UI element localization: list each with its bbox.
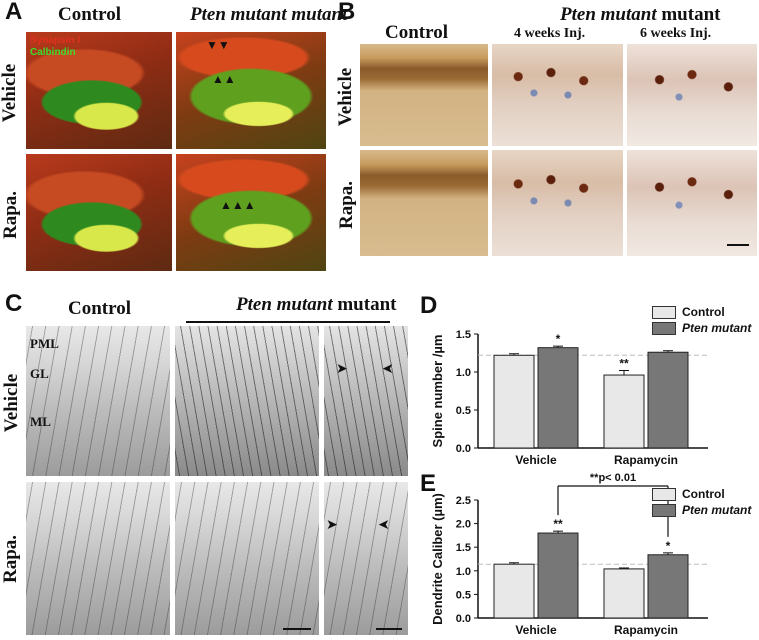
y-tick-label: 0.5	[456, 405, 471, 417]
significance-mark: **	[619, 356, 629, 370]
arrowhead-icon: ➤	[326, 516, 338, 532]
bar-pten-mutant	[647, 351, 689, 449]
panel-a-vehicle-pten-image: ▼▼ ▲▲	[176, 32, 326, 149]
bar-pten-mutant	[537, 347, 579, 449]
y-tick-label: 1.0	[456, 367, 471, 379]
calbindin-label: Calbindin	[30, 47, 76, 58]
panel-a-header-pten: Pten mutant mutant	[190, 4, 348, 25]
bracket-label: **p< 0.01	[590, 472, 636, 484]
legend-swatch-pten	[652, 321, 676, 335]
legend-label-control: Control	[682, 305, 725, 319]
bar-control	[493, 563, 535, 619]
panel-a-vehicle-control-image: Synapsin I Calbindin	[26, 32, 172, 149]
arrowhead-icon: ▲▲	[212, 72, 236, 86]
panel-b-rapa-control-image	[360, 150, 488, 256]
panel-c-rapa-pten-zoom-image: ➤ ➤	[324, 482, 408, 635]
arrowhead-icon: ▲▲▲	[220, 198, 256, 212]
panel-c-vehicle-pten-zoom-image: ➤ ➤	[324, 326, 408, 476]
y-tick-label: 2.5	[456, 495, 471, 507]
panel-e-chart: 0.0 0.5 1.0 1.5 2.0 2.5 Dendrite Caliber (µm) *…	[430, 472, 708, 637]
panel-b-vehicle-6wk-image	[627, 44, 757, 146]
panel-a-rapa-pten-image: ▲▲▲	[176, 154, 326, 271]
panel-b-subheader-6wk: 6 weeks Inj.	[640, 26, 712, 41]
arrowhead-icon: ➤	[336, 360, 348, 376]
panel-d-chart: 0.0 0.5 1.0 1.5 Spine number /µm * Vehicle ** Ra…	[430, 329, 708, 467]
panel-c-rapa-control-image	[26, 482, 170, 635]
scale-bar	[376, 628, 402, 630]
panel-b-row-rapa: Rapa.	[336, 180, 357, 230]
panel-b-vehicle-control-image	[360, 44, 488, 146]
legend-label-pten: Pten mutant	[682, 321, 752, 335]
panel-c-header-control: Control	[68, 298, 131, 319]
panel-c-row-rapa: Rapa.	[0, 534, 21, 584]
panel-a-label: A	[5, 0, 23, 25]
y-tick-label: 1.0	[456, 566, 471, 578]
pten-header-underline	[186, 321, 390, 323]
y-axis-label: Spine number /µm	[430, 335, 445, 448]
panel-b-header-pten: Pten mutant mutant	[560, 4, 721, 25]
legend-swatch-pten	[652, 503, 676, 517]
scale-bar	[727, 244, 749, 246]
synapsin-label: Synapsin I	[30, 35, 81, 46]
x-tick-label: Rapamycin	[614, 623, 678, 637]
bar-control	[603, 374, 645, 449]
panel-a-row-vehicle: Vehicle	[0, 63, 20, 123]
panel-a-rapa-control-image	[26, 154, 172, 271]
panel-b-row-vehicle: Vehicle	[335, 67, 356, 127]
panel-d-label: D	[420, 292, 438, 319]
bar-pten-mutant	[537, 532, 579, 619]
arrowhead-icon: ▼▼	[206, 38, 230, 52]
panel-a-row-rapa: Rapa.	[0, 190, 21, 240]
legend-label-pten: Pten mutant	[682, 503, 752, 517]
significance-mark: **	[553, 517, 563, 531]
layer-label-gl: GL	[30, 366, 49, 381]
panel-e-label: E	[420, 470, 437, 497]
panel-b-vehicle-4wk-image	[492, 44, 623, 146]
panel-c-vehicle-control-image: PML GL ML	[26, 326, 170, 476]
legend-swatch-control	[652, 305, 676, 319]
bar-control	[493, 354, 535, 449]
x-tick-label: Vehicle	[515, 623, 557, 637]
panel-c-label: C	[5, 290, 23, 317]
panel-a-header-control: Control	[58, 4, 121, 25]
panel-b-rapa-4wk-image	[492, 150, 623, 256]
panel-b-rapa-6wk-image	[627, 150, 757, 256]
panel-e-legend: Control Pten mutant	[652, 486, 751, 518]
layer-label-pml: PML	[30, 336, 59, 351]
panel-c-header-pten: Pten mutant mutant	[236, 294, 397, 315]
y-tick-label: 0.0	[456, 613, 471, 625]
y-tick-label: 0.0	[456, 443, 471, 455]
legend-label-control: Control	[682, 487, 725, 501]
significance-mark: *	[556, 332, 561, 346]
arrowhead-icon: ➤	[378, 516, 390, 532]
legend-swatch-control	[652, 487, 676, 501]
bar-pten-mutant	[647, 554, 689, 619]
panel-c-row-vehicle: Vehicle	[1, 373, 22, 433]
panel-b-subheader-4wk: 4 weeks Inj.	[514, 26, 586, 41]
panel-c-rapa-pten-image	[175, 482, 319, 635]
x-tick-label: Rapamycin	[614, 453, 678, 467]
x-tick-label: Vehicle	[515, 453, 557, 467]
y-tick-label: 2.0	[456, 519, 471, 531]
panel-b-header-control: Control	[385, 22, 448, 43]
y-tick-label: 1.5	[456, 542, 471, 554]
panel-c-vehicle-pten-image	[175, 326, 319, 476]
y-tick-label: 1.5	[456, 329, 471, 341]
scale-bar	[283, 628, 311, 630]
y-tick-label: 0.5	[456, 589, 471, 601]
bar-control	[603, 568, 645, 619]
panel-b-label: B	[338, 0, 356, 25]
arrowhead-icon: ➤	[382, 360, 394, 376]
significance-mark: *	[666, 539, 671, 553]
panel-d-legend: Control Pten mutant	[652, 304, 751, 336]
layer-label-ml: ML	[30, 414, 51, 429]
y-axis-label: Dendrite Caliber (µm)	[430, 493, 445, 625]
